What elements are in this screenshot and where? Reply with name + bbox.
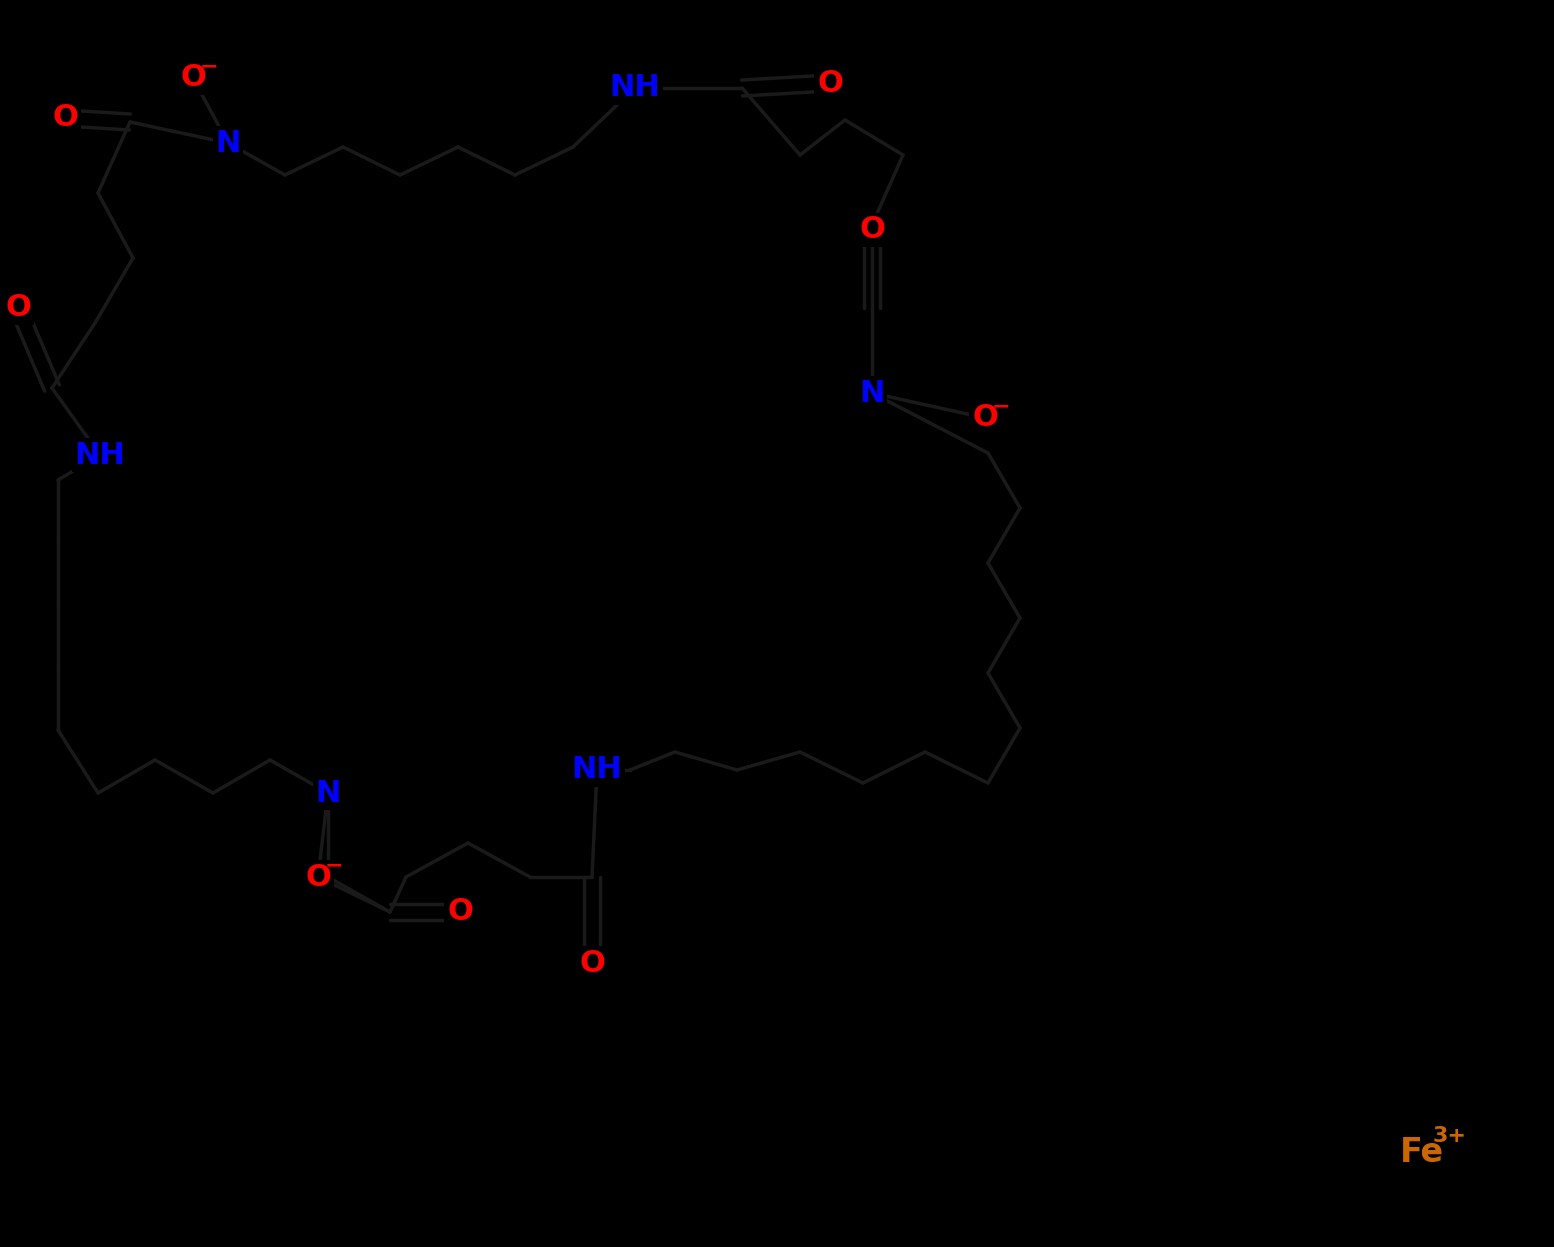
- Text: N: N: [216, 128, 241, 157]
- Text: N: N: [859, 379, 884, 408]
- Text: O: O: [180, 64, 207, 92]
- Text: O: O: [305, 863, 331, 892]
- Text: NH: NH: [609, 74, 660, 102]
- Text: −: −: [199, 56, 218, 76]
- Text: O: O: [53, 104, 78, 132]
- Text: Fe: Fe: [1400, 1136, 1444, 1168]
- Text: O: O: [5, 293, 31, 323]
- Text: NH: NH: [75, 440, 126, 470]
- Text: −: −: [991, 397, 1010, 416]
- Text: O: O: [580, 949, 605, 978]
- Text: O: O: [817, 69, 842, 97]
- Text: O: O: [448, 898, 472, 927]
- Text: O: O: [859, 216, 884, 244]
- Text: −: −: [325, 855, 343, 875]
- Text: 3+: 3+: [1433, 1126, 1467, 1146]
- Text: NH: NH: [572, 756, 622, 784]
- Text: N: N: [315, 778, 340, 808]
- Text: O: O: [973, 404, 998, 433]
